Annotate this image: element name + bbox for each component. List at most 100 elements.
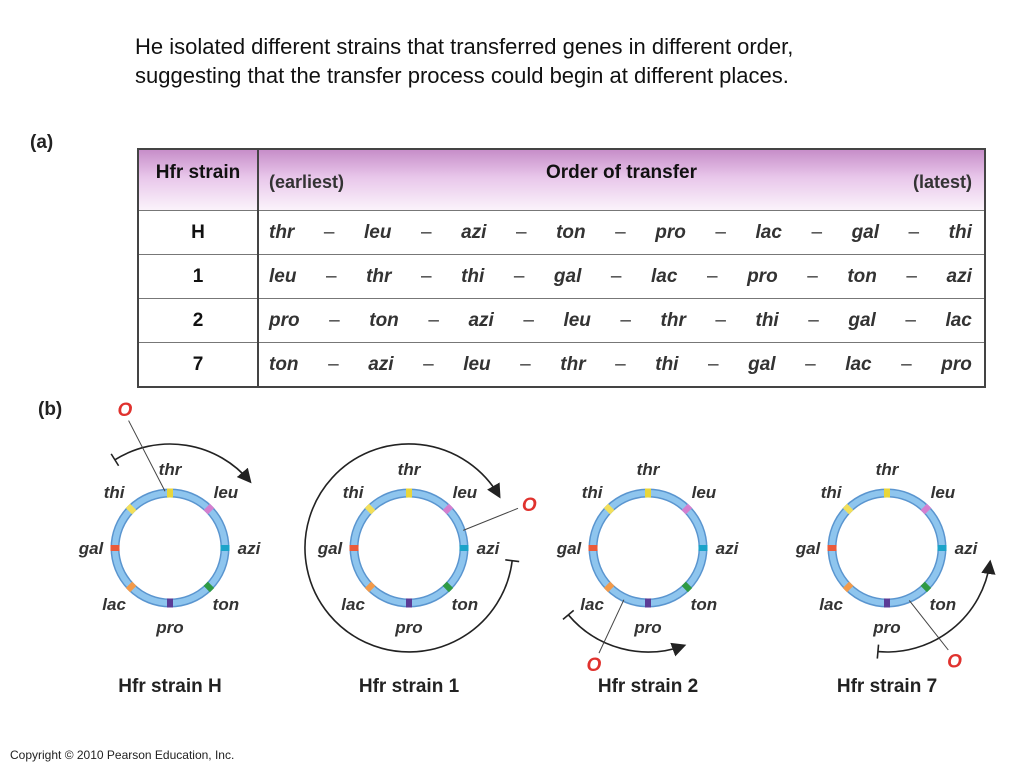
gene-label: pro: [155, 618, 183, 637]
gene-name: gal: [848, 309, 876, 331]
gene-marker: [603, 503, 615, 515]
gene-name: azi: [461, 221, 487, 243]
gene-name: ton: [847, 265, 877, 287]
map-title: Hfr strain 2: [598, 676, 698, 697]
gene-label: leu: [214, 483, 239, 502]
gene-name: lac: [651, 265, 678, 287]
transfer-direction-arrow: [114, 443, 252, 484]
separator-dash: –: [323, 221, 335, 243]
gene-label: thi: [582, 483, 604, 502]
gene-marker: [920, 581, 932, 593]
gene-label: thi: [343, 483, 365, 502]
gene-label: gal: [795, 539, 822, 558]
gene-name: thi: [948, 221, 972, 243]
separator-dash: –: [906, 265, 917, 287]
table-row: 7 ton – azi – leu – thr – thi – gal – lac – pro: [137, 342, 986, 388]
header-earliest: (earliest): [269, 172, 345, 192]
gene-name: lac: [845, 353, 872, 375]
gene-name: leu: [563, 309, 591, 331]
gene-name: leu: [269, 265, 297, 287]
gene-name: thr: [366, 265, 392, 287]
gene-marker: [364, 503, 376, 515]
transfer-end-bar: [505, 559, 520, 563]
gene-label: lac: [341, 595, 365, 614]
transfer-end-bar: [110, 453, 120, 467]
gene-label: leu: [453, 483, 478, 502]
map-title: Hfr strain H: [118, 676, 221, 697]
gene-label: thr: [637, 460, 661, 479]
gene-marker: [125, 581, 137, 593]
origin-pointer: [463, 507, 519, 531]
gene-order-cell: leu – thr – thi – gal – lac – pro – ton – azi: [257, 254, 986, 299]
origin-label: O: [587, 655, 602, 676]
separator-dash: –: [329, 309, 340, 331]
gene-name: thi: [461, 265, 485, 287]
gene-marker: [203, 503, 215, 515]
gene-name: thr: [269, 221, 295, 243]
strain-id-cell: 1: [137, 254, 259, 299]
part-a-label: (a): [30, 132, 54, 153]
origin-pointer: [598, 599, 625, 654]
separator-dash: –: [520, 353, 531, 375]
table-header-row: Hfr strain (earliest) Order of transfer …: [137, 148, 986, 211]
gene-label: pro: [394, 618, 422, 637]
separator-dash: –: [808, 309, 819, 331]
gene-label: thi: [104, 483, 126, 502]
separator-dash: –: [328, 353, 339, 375]
part-b-label: (b): [38, 399, 63, 420]
gene-name: gal: [851, 221, 880, 243]
gene-label: lac: [102, 595, 126, 614]
gene-order-cell: ton – azi – leu – thr – thi – gal – lac – pro: [257, 342, 986, 388]
gene-name: azi: [368, 353, 394, 375]
table-row: 1 leu – thr – thi – gal – lac – pro – ton – azi: [137, 254, 986, 299]
separator-dash: –: [420, 221, 432, 243]
separator-dash: –: [905, 309, 916, 331]
gene-name: azi: [946, 265, 972, 287]
separator-dash: –: [423, 353, 434, 375]
gene-label: ton: [452, 595, 478, 614]
chromosome-map: thr leu azi ton pro lac gal thi O Hfr strain 7: [795, 460, 996, 697]
separator-dash: –: [715, 309, 726, 331]
gene-marker: [125, 503, 137, 515]
gene-label: thr: [398, 460, 422, 479]
gene-marker: [603, 581, 615, 593]
transfer-direction-arrow: [567, 614, 687, 657]
gene-label: ton: [691, 595, 717, 614]
origin-label: O: [947, 651, 962, 672]
gene-label: leu: [692, 483, 717, 502]
separator-dash: –: [807, 265, 818, 287]
gene-name: pro: [655, 221, 686, 243]
separator-dash: –: [715, 221, 726, 243]
gene-label: lac: [819, 595, 843, 614]
gene-name: azi: [468, 309, 494, 331]
map-title: Hfr strain 1: [359, 676, 460, 697]
gene-label: ton: [930, 595, 956, 614]
gene-marker: [920, 503, 932, 515]
chromosome-map: thr leu azi ton pro lac gal thi O Hfr strain H: [78, 400, 262, 697]
separator-dash: –: [811, 221, 823, 243]
strain-id-cell: H: [137, 210, 259, 255]
origin-pointer: [128, 420, 166, 492]
gene-label: gal: [78, 539, 105, 558]
gene-marker: [442, 581, 454, 593]
gene-name: thr: [660, 309, 686, 331]
gene-name: thi: [655, 353, 679, 375]
gene-name: thi: [755, 309, 779, 331]
gene-name: leu: [463, 353, 491, 375]
separator-dash: –: [805, 353, 816, 375]
chromosome-map: thr leu azi ton pro lac gal thi O Hfr strain 1: [304, 443, 537, 697]
gene-marker: [364, 581, 376, 593]
gene-marker: [681, 503, 693, 515]
gene-label: pro: [872, 618, 900, 637]
gene-name: lac: [945, 309, 972, 331]
separator-dash: –: [901, 353, 912, 375]
separator-dash: –: [708, 353, 719, 375]
strain-id-cell: 2: [137, 298, 259, 343]
gene-name: gal: [553, 265, 582, 287]
transfer-order-table: Hfr strain (earliest) Order of transfer …: [137, 148, 986, 388]
copyright-notice: Copyright © 2010 Pearson Education, Inc.: [10, 748, 235, 762]
gene-name: thr: [560, 353, 586, 375]
